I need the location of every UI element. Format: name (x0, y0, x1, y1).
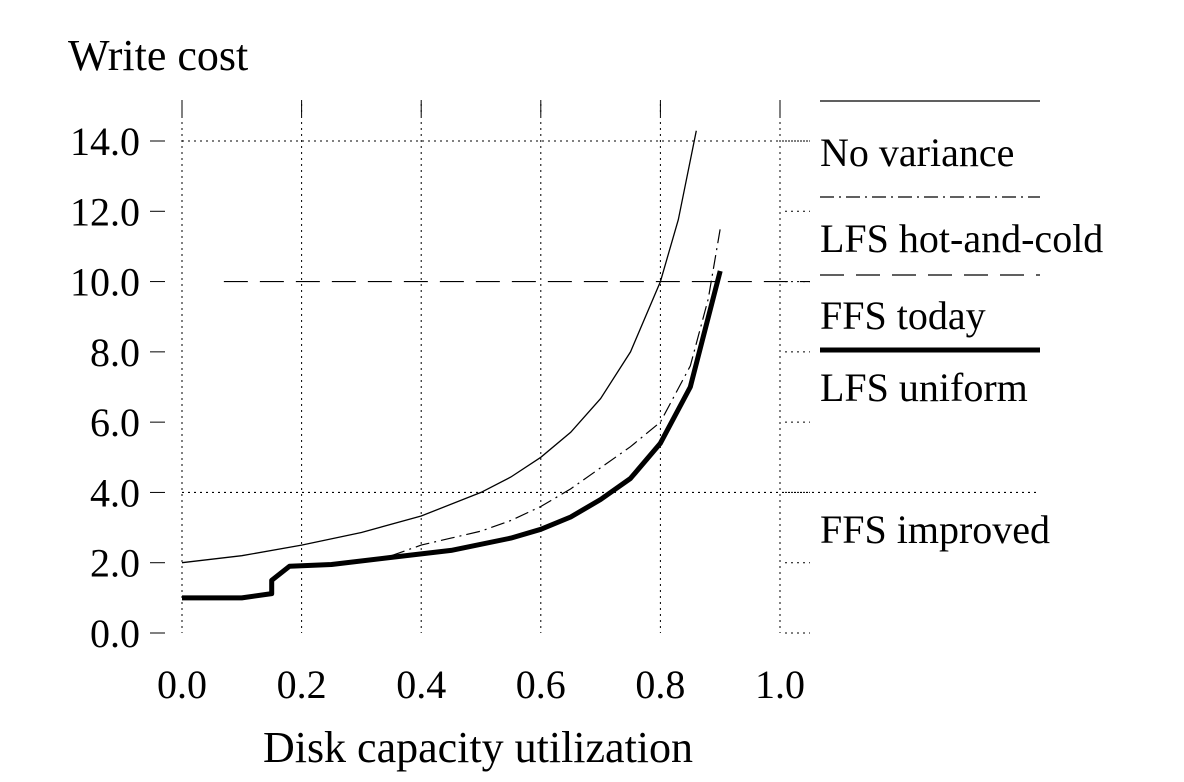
legend-label-lfs-uniform: LFS uniform (820, 365, 1028, 410)
x-tick-label: 0.8 (635, 662, 685, 707)
axis-layer: 0.0 2.0 4.0 6.0 8.0 10.0 12.0 14.0 0.0 0.2 0.4 0.6 0… (70, 100, 810, 707)
x-tick-label: 1.0 (755, 662, 805, 707)
legend-label-ffs-today: FFS today (820, 293, 986, 338)
y-axis-title: Write cost (68, 31, 248, 80)
y-tick-label: 12.0 (70, 189, 140, 234)
series-layer (181, 130, 1040, 601)
x-tick-label: 0.0 (157, 662, 207, 707)
y-tick-label: 8.0 (90, 330, 140, 375)
x-tick-label: 0.2 (277, 662, 327, 707)
legend-label-ffs-improved: FFS improved (820, 507, 1050, 552)
y-tick-label: 14.0 (70, 119, 140, 164)
y-tick-label: 0.0 (90, 611, 140, 656)
y-tick-label: 6.0 (90, 400, 140, 445)
y-tick-label: 10.0 (70, 260, 140, 305)
legend-label-lfs-hot-and-cold: LFS hot-and-cold (820, 216, 1103, 261)
series-line-lfs-hot-and-cold (391, 228, 721, 557)
x-tick-label: 0.6 (516, 662, 566, 707)
y-tick-label: 2.0 (90, 541, 140, 586)
series-line-lfs-uniform (182, 270, 723, 601)
series-line-no-variance (181, 130, 697, 564)
y-tick-label: 4.0 (90, 470, 140, 515)
legend-label-no-variance: No variance (820, 130, 1014, 175)
x-tick-label: 0.4 (396, 662, 446, 707)
legend-layer: No variance LFS hot-and-cold FFS today LFS … (820, 100, 1103, 552)
grid-layer (181, 104, 810, 633)
x-axis-title: Disk capacity utilization (263, 723, 693, 772)
